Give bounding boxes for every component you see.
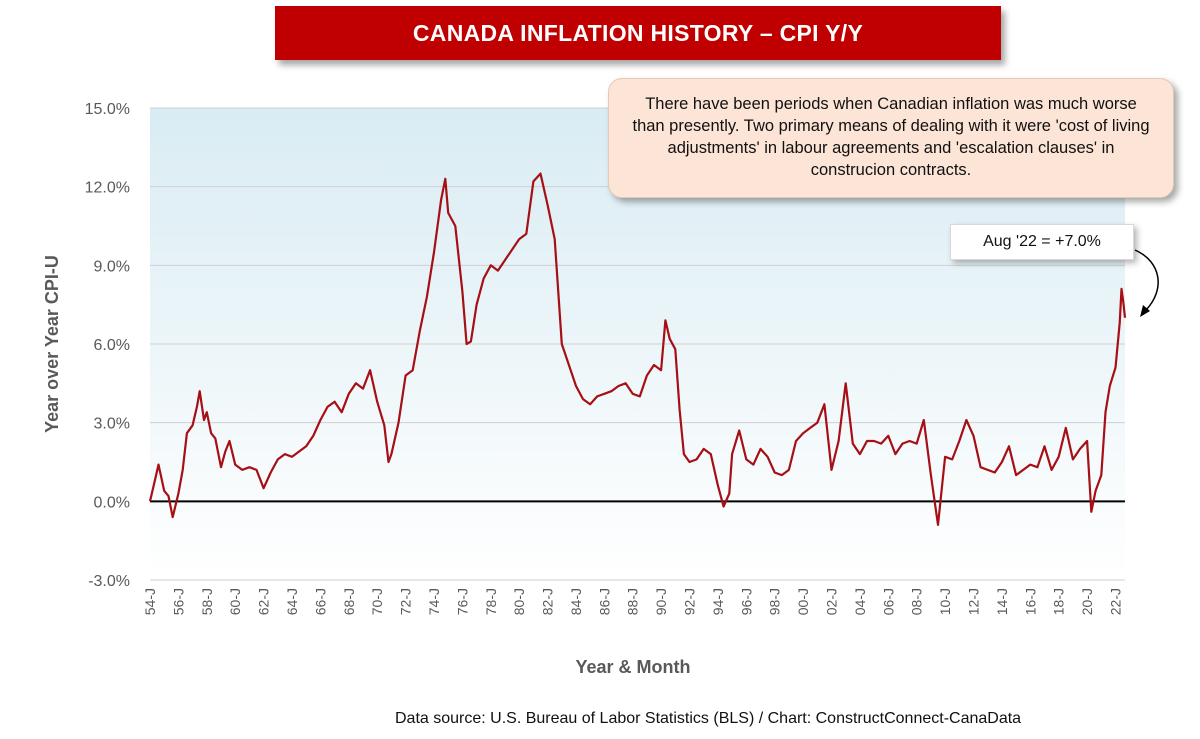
y-tick-label: 15.0% [85,101,130,118]
x-tick-label: 60-J [227,588,243,615]
x-tick-label: 62-J [256,588,272,615]
x-tick-label: 74-J [426,588,442,615]
x-tick-label: 18-J [1051,588,1067,615]
callout-arrowhead [1140,305,1150,317]
x-tick-label: 04-J [852,588,868,615]
latest-value-text: Aug '22 = +7.0% [983,233,1101,250]
x-tick-label: 96-J [738,588,754,615]
x-tick-label: 66-J [312,588,328,615]
annotation-text: There have been periods when Canadian in… [632,95,1150,179]
x-tick-label: 98-J [767,588,783,615]
x-tick-label: 16-J [1022,588,1038,615]
x-axis-ticks: 54-J 56-J 58-J 60-J 62-J 64-J 66-J 68-J 70-J 72-J… [142,588,1123,615]
x-tick-label: 94-J [710,588,726,615]
data-source-note: Data source: U.S. Bureau of Labor Statis… [395,710,1022,727]
x-tick-label: 64-J [284,588,300,615]
y-tick-label: 9.0% [94,258,130,275]
x-tick-label: 72-J [398,588,414,615]
chart-title: CANADA INFLATION HISTORY – CPI Y/Y [412,19,864,46]
x-tick-label: 12-J [966,588,982,615]
x-tick-label: 80-J [511,588,527,615]
y-axis-ticks: -3.0% 0.0% 3.0% 6.0% 9.0% 12.0% 15.0% [85,101,130,590]
y-tick-label: 12.0% [85,180,130,197]
x-tick-label: 90-J [653,588,669,615]
x-tick-label: 86-J [596,588,612,615]
x-tick-label: 08-J [909,588,925,615]
y-axis-title: Year over Year CPI-U [42,255,62,433]
x-tick-label: 58-J [199,588,215,615]
x-tick-label: 68-J [341,588,357,615]
x-tick-label: 70-J [369,588,385,615]
cpi-series-line [148,172,1127,526]
annotation-callout: There have been periods when Canadian in… [608,78,1174,198]
callout-arrow [1134,249,1159,311]
y-tick-label: -3.0% [88,573,130,590]
latest-value-callout: Aug '22 = +7.0% [950,224,1134,260]
x-tick-label: 20-J [1079,588,1095,615]
y-tick-label: 6.0% [94,337,130,354]
x-tick-label: 56-J [170,588,186,615]
x-tick-label: 54-J [142,588,158,615]
x-tick-label: 06-J [880,588,896,615]
x-tick-label: 22-J [1107,588,1123,615]
chart-title-banner: CANADA INFLATION HISTORY – CPI Y/Y [275,6,1001,60]
x-tick-label: 76-J [454,588,470,615]
x-tick-label: 82-J [540,588,556,615]
x-tick-label: 02-J [824,588,840,615]
x-tick-label: 10-J [937,588,953,615]
x-tick-label: 92-J [682,588,698,615]
x-tick-label: 88-J [625,588,641,615]
x-tick-label: 14-J [994,588,1010,615]
x-tick-label: 84-J [568,588,584,615]
y-tick-label: 3.0% [94,416,130,433]
x-axis-title: Year & Month [575,657,690,677]
x-tick-label: 00-J [795,588,811,615]
y-tick-label: 0.0% [94,494,130,511]
x-tick-label: 78-J [483,588,499,615]
